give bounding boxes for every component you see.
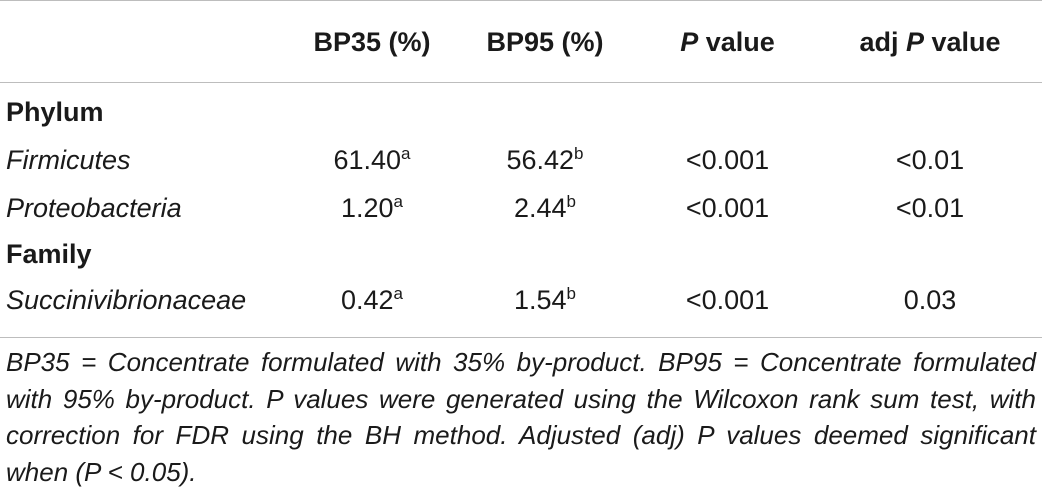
value: 2.44 [513, 193, 567, 223]
superscript: b [566, 284, 577, 303]
group-label-family: Family [6, 239, 92, 269]
header-adj-p-value: adj P value [830, 26, 1030, 58]
row-firmicutes-adj-p: <0.01 [895, 145, 965, 175]
header-rule [0, 82, 1042, 83]
row-succinivibrionaceae-adj-p: 0.03 [903, 285, 957, 315]
header-adj-p-italic: P [905, 27, 924, 57]
table-footnote: BP35 = Concentrate formulated with 35% b… [6, 347, 1036, 487]
table-top-rule [0, 0, 1042, 1]
row-succinivibrionaceae-bp35: 0.42a [297, 284, 447, 316]
row-taxon-proteobacteria: Proteobacteria [6, 193, 182, 223]
row-taxon-firmicutes: Firmicutes [6, 145, 131, 175]
header-p-italic: P [680, 27, 699, 57]
value: 0.42 [340, 285, 394, 315]
superscript: a [393, 284, 404, 303]
table-bottom-rule [0, 337, 1042, 338]
row-proteobacteria-adj-p: <0.01 [895, 193, 965, 223]
header-bp95: BP95 (%) [486, 27, 604, 57]
row-succinivibrionaceae-p: <0.001 [685, 285, 770, 315]
superscript: b [566, 192, 577, 211]
row-taxon-succinivibrionaceae: Succinivibrionaceae [6, 285, 247, 315]
header-p-suffix: value [698, 27, 775, 57]
row-proteobacteria-bp95: 2.44b [470, 192, 620, 224]
superscript: b [574, 144, 584, 163]
value: 56.42 [506, 145, 575, 175]
group-label-phylum: Phylum [6, 97, 104, 127]
header-adj-suffix: value [923, 27, 1001, 57]
header-bp35: BP35 (%) [313, 27, 431, 57]
superscript: a [401, 144, 411, 163]
header-adj-prefix: adj [859, 27, 906, 57]
superscript: a [393, 192, 404, 211]
value: 1.54 [513, 285, 567, 315]
row-firmicutes-bp95: 56.42b [470, 144, 620, 176]
row-firmicutes-bp35: 61.40a [297, 144, 447, 176]
header-p-value: P value [645, 26, 810, 58]
row-succinivibrionaceae-bp95: 1.54b [470, 284, 620, 316]
value: 61.40 [333, 145, 402, 175]
row-proteobacteria-bp35: 1.20a [297, 192, 447, 224]
value: 1.20 [340, 193, 394, 223]
row-firmicutes-p: <0.001 [685, 145, 770, 175]
row-proteobacteria-p: <0.001 [685, 193, 770, 223]
